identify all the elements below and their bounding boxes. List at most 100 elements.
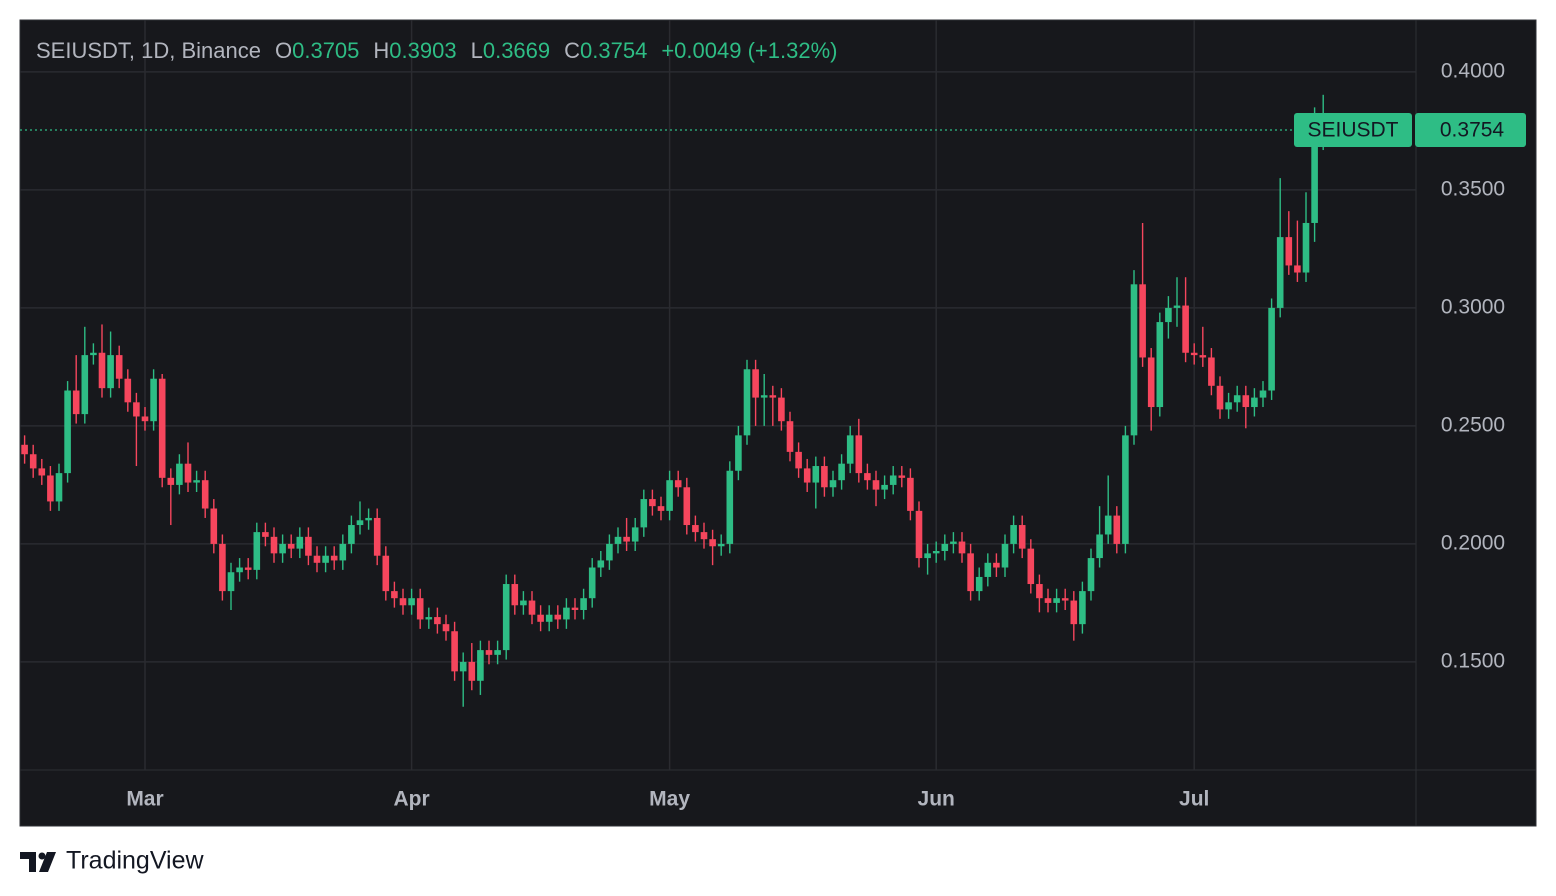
- candle-body: [1285, 237, 1293, 266]
- high-value: 0.3903: [389, 38, 456, 63]
- candle-body: [838, 463, 845, 481]
- candle-body: [545, 614, 553, 622]
- candle-body: [1182, 305, 1189, 353]
- logo-slash: [39, 852, 56, 872]
- candle-body: [975, 576, 983, 592]
- candle-body: [1070, 600, 1078, 625]
- price-tag: [1415, 112, 1526, 147]
- candle-body: [348, 525, 355, 544]
- candle-body: [984, 562, 992, 577]
- candle-body: [451, 631, 458, 672]
- candle-body: [941, 543, 949, 551]
- candle-body: [1251, 397, 1258, 408]
- candle-body: [494, 650, 501, 655]
- symbol-tag: [1294, 112, 1412, 147]
- candle-body: [1044, 598, 1052, 603]
- candle-body: [631, 527, 639, 542]
- candle-body: [1079, 591, 1086, 625]
- y-tick-label: 0.1500: [1441, 649, 1505, 672]
- candle-body: [236, 567, 243, 573]
- candle-body: [459, 661, 467, 672]
- candle-body: [846, 435, 854, 464]
- logo-dot: [38, 852, 46, 860]
- x-tick-label: May: [649, 788, 690, 811]
- candle-body: [201, 480, 209, 509]
- candle-body: [881, 484, 888, 490]
- candle-body: [502, 584, 510, 651]
- candle-body: [158, 378, 166, 478]
- low-value: 0.3669: [483, 38, 550, 63]
- legend-header: SEIUSDT, 1D, Binance O0.3705 H0.3903 L0.366…: [36, 38, 837, 63]
- logo-mark: [20, 852, 36, 872]
- candle-body: [511, 584, 519, 606]
- candle-body: [124, 378, 132, 403]
- candle-body: [339, 543, 347, 561]
- candle-body: [399, 598, 407, 606]
- candle-body: [416, 598, 424, 620]
- candle-body: [47, 475, 54, 502]
- candle-body: [1122, 435, 1129, 544]
- candle-body: [1311, 141, 1318, 223]
- candle-body: [1208, 357, 1215, 386]
- candle-body: [1276, 237, 1284, 308]
- candle-body: [563, 607, 570, 620]
- candle-body: [803, 468, 811, 483]
- x-tick-label: Jul: [1179, 788, 1209, 811]
- candle-body: [786, 421, 794, 452]
- candle-body: [1010, 525, 1017, 544]
- candle-body: [90, 352, 97, 356]
- candle-body: [330, 555, 338, 561]
- candle-body: [1053, 598, 1060, 603]
- candle-body: [1139, 284, 1146, 358]
- candle-body: [528, 600, 536, 615]
- candle-body: [184, 463, 192, 483]
- candle-body: [193, 480, 200, 483]
- candle-body: [1130, 284, 1138, 436]
- x-tick-label: Apr: [394, 788, 430, 811]
- candle-body: [1173, 305, 1181, 308]
- candle-body: [150, 378, 157, 422]
- candle-body: [141, 416, 149, 422]
- candle-body: [907, 477, 914, 511]
- candle-body: [262, 532, 269, 537]
- candle-body: [176, 463, 183, 485]
- candle-body: [950, 541, 957, 544]
- candle-body: [167, 477, 175, 485]
- candle-body: [477, 650, 484, 681]
- candle-body: [674, 480, 682, 488]
- candle-body: [115, 355, 123, 379]
- candle-body: [537, 614, 544, 622]
- candle-body: [1259, 390, 1267, 398]
- candle-body: [38, 468, 46, 476]
- candle-body: [760, 395, 768, 398]
- candle-body: [726, 470, 734, 544]
- close-label: C: [564, 38, 580, 63]
- candle-body: [520, 600, 527, 606]
- candle-body: [373, 517, 381, 556]
- candle-body: [107, 355, 114, 389]
- candle-body: [1165, 307, 1172, 323]
- price-tag-label: 0.3754: [1440, 119, 1505, 142]
- candle-body: [287, 543, 295, 549]
- x-tick-label: Jun: [918, 788, 955, 811]
- candle-body: [1104, 515, 1112, 535]
- candle-body: [29, 454, 37, 469]
- candle-body: [279, 543, 286, 554]
- low-label: L: [471, 38, 483, 63]
- candle-body: [872, 480, 880, 490]
- candles: [21, 94, 1327, 707]
- candle-body: [72, 390, 80, 415]
- candle-body: [855, 435, 863, 474]
- candle-body: [1156, 322, 1164, 408]
- candle-body: [391, 591, 398, 599]
- y-tick-label: 0.2500: [1441, 413, 1505, 436]
- candle-body: [1036, 584, 1043, 599]
- candle-body: [244, 567, 252, 570]
- candle-body: [1199, 355, 1207, 358]
- close-value: 0.3754: [580, 38, 647, 63]
- symbol-title: SEIUSDT, 1D, Binance: [36, 38, 261, 63]
- candle-body: [932, 550, 940, 554]
- candle-body: [55, 473, 63, 502]
- x-tick-label: Mar: [126, 788, 163, 811]
